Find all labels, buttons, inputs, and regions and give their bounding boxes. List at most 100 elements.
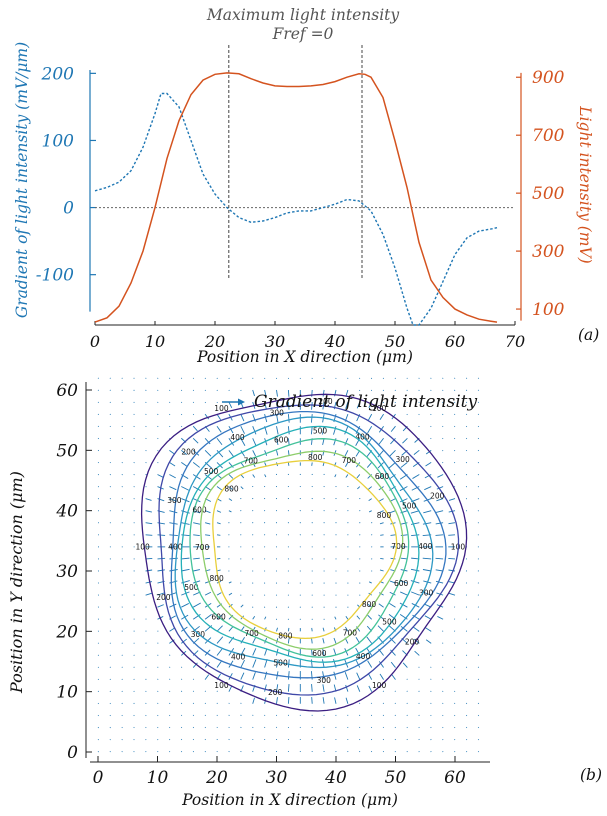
vector-arrow bbox=[299, 485, 301, 488]
vector-arrow bbox=[335, 606, 337, 608]
contour-level-label: 400 bbox=[356, 652, 371, 661]
vector-arrow bbox=[371, 546, 373, 548]
vector-arrow bbox=[406, 413, 408, 416]
vector-arrow bbox=[454, 702, 456, 705]
vector-arrow bbox=[109, 714, 111, 717]
vector-arrow bbox=[157, 726, 159, 729]
vector-arrow bbox=[368, 510, 372, 513]
vector-arrow bbox=[145, 377, 147, 379]
vector-arrow bbox=[181, 568, 190, 572]
vector-arrow bbox=[204, 510, 211, 514]
contour-level-label: 500 bbox=[184, 583, 199, 592]
vector-arrow bbox=[323, 473, 325, 476]
vector-arrow bbox=[252, 426, 257, 435]
vector-arrow bbox=[425, 449, 432, 455]
vector-arrow bbox=[97, 702, 99, 705]
vector-arrow bbox=[97, 726, 99, 729]
vector-arrow bbox=[465, 389, 468, 391]
vector-arrow bbox=[228, 401, 233, 408]
vector-arrow bbox=[133, 401, 135, 403]
vector-arrow bbox=[322, 659, 325, 668]
vector-arrow bbox=[169, 654, 171, 656]
vector-arrow bbox=[299, 558, 301, 560]
vector-arrow bbox=[347, 485, 349, 488]
vector-arrow bbox=[157, 666, 159, 668]
vector-arrow bbox=[109, 726, 111, 729]
panel-b-x-tick-label: 50 bbox=[385, 768, 407, 788]
panel-b-label: (b) bbox=[580, 766, 602, 784]
vector-arrow bbox=[252, 510, 254, 512]
contour-level-label: 300 bbox=[419, 589, 434, 598]
vector-arrow bbox=[275, 594, 278, 596]
vector-arrow bbox=[109, 751, 111, 753]
vector-arrow bbox=[97, 690, 99, 693]
legend-arrow-head-icon bbox=[238, 398, 245, 406]
contour-level-label: 300 bbox=[191, 630, 206, 639]
vector-arrow bbox=[145, 413, 147, 416]
contour-level-label: 600 bbox=[375, 472, 390, 481]
vector-arrow bbox=[367, 614, 373, 620]
vector-arrow bbox=[311, 473, 313, 476]
vector-arrow bbox=[228, 546, 230, 548]
vector-arrow bbox=[418, 714, 420, 717]
vector-arrow bbox=[465, 401, 468, 403]
vector-arrow bbox=[345, 626, 349, 632]
vector-arrow bbox=[252, 570, 254, 572]
vector-arrow bbox=[411, 486, 420, 491]
vector-arrow bbox=[121, 751, 123, 753]
vector-arrow bbox=[418, 389, 420, 391]
vector-arrow bbox=[345, 697, 349, 704]
vector-arrow bbox=[264, 616, 267, 620]
vector-arrow bbox=[454, 437, 456, 440]
vector-arrow bbox=[97, 389, 99, 391]
vector-arrow bbox=[192, 614, 201, 620]
vector-arrow bbox=[454, 377, 456, 379]
vector-arrow bbox=[181, 486, 190, 491]
contour-level-label: 600 bbox=[192, 506, 207, 515]
panel-b-legend: Gradient of light intensity bbox=[222, 392, 477, 412]
vector-arrow bbox=[145, 534, 153, 536]
vector-arrow bbox=[287, 438, 290, 445]
vector-arrow bbox=[216, 437, 223, 446]
contour-level-label: 800 bbox=[278, 632, 293, 641]
vector-arrow bbox=[121, 690, 123, 693]
contour-level-label: 800 bbox=[377, 511, 392, 520]
vector-arrow bbox=[252, 389, 255, 397]
vector-arrow bbox=[335, 546, 337, 548]
vector-arrow bbox=[347, 510, 349, 512]
vector-arrow bbox=[264, 510, 266, 512]
vector-arrow bbox=[192, 702, 195, 704]
vector-arrow bbox=[347, 570, 349, 572]
vector-arrow bbox=[379, 592, 384, 596]
vector-arrow bbox=[430, 377, 432, 379]
vector-arrow bbox=[400, 625, 408, 632]
vector-arrow bbox=[379, 498, 384, 502]
vector-arrow bbox=[311, 606, 313, 608]
x-tick-label: 20 bbox=[204, 332, 225, 351]
vector-arrow bbox=[240, 486, 244, 490]
vector-arrow bbox=[344, 438, 349, 446]
panel-a-label: (a) bbox=[578, 326, 599, 344]
vector-arrow bbox=[240, 534, 242, 536]
contour-line bbox=[212, 459, 398, 640]
panel-b-x-tick-label: 40 bbox=[324, 768, 347, 788]
vector-arrow bbox=[228, 673, 233, 680]
vector-arrow bbox=[287, 546, 289, 548]
vector-arrow bbox=[400, 557, 408, 560]
vector-arrow bbox=[333, 426, 337, 435]
vector-arrow bbox=[389, 580, 396, 584]
vector-arrow bbox=[477, 401, 480, 403]
vector-arrow bbox=[435, 510, 444, 513]
vector-arrow bbox=[425, 462, 432, 467]
vector-arrow bbox=[322, 684, 325, 692]
vector-arrow bbox=[264, 546, 266, 548]
vector-arrow bbox=[145, 401, 147, 404]
vector-arrow bbox=[425, 627, 432, 632]
vector-arrow bbox=[442, 654, 444, 656]
vector-arrow bbox=[359, 570, 361, 572]
vector-arrow bbox=[448, 569, 456, 572]
vector-arrow bbox=[157, 389, 159, 391]
vector-arrow bbox=[121, 377, 123, 379]
vector-arrow bbox=[228, 510, 232, 513]
